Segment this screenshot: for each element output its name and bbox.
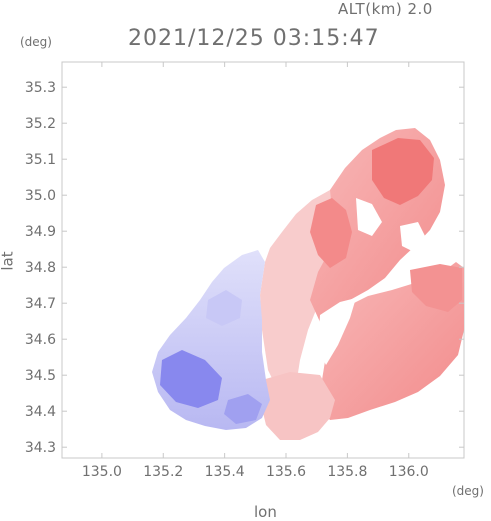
y-tick-label: 34.8 <box>25 260 56 276</box>
away-region-south <box>260 372 335 440</box>
y-tick-label: 34.6 <box>25 332 56 348</box>
timestamp-title: 2021/12/25 03:15:47 <box>128 26 380 51</box>
y-tick-label: 34.7 <box>25 296 56 312</box>
y-axis-ticks: 34.3 34.4 34.5 34.6 34.7 34.8 34.9 35.0 35.1 35.2… <box>25 80 464 456</box>
no-data-gap-2 <box>356 198 382 236</box>
x-tick-label: 136.0 <box>389 464 429 480</box>
x-tick-label: 135.0 <box>82 464 122 480</box>
no-data-gap-1 <box>318 298 356 365</box>
x-tick-label: 135.4 <box>205 464 245 480</box>
y-tick-label: 34.4 <box>25 404 56 420</box>
y-tick-label: 34.5 <box>25 368 56 384</box>
no-data-gap-3 <box>400 222 426 252</box>
y-tick-label: 35.3 <box>25 80 56 96</box>
x-tick-label: 135.6 <box>266 464 306 480</box>
y-tick-label: 34.3 <box>25 440 56 456</box>
y-tick-label: 35.2 <box>25 116 56 132</box>
x-axis-ticks: 135.0 135.2 135.4 135.6 135.8 136.0 <box>82 62 429 480</box>
strong-toward-cell-1 <box>160 350 222 408</box>
toward-cell-3 <box>224 394 262 424</box>
y-tick-label: 34.9 <box>25 224 56 240</box>
toward-cell-2 <box>206 290 242 326</box>
x-tick-label: 135.8 <box>327 464 367 480</box>
velocity-field <box>152 128 464 440</box>
lon-unit-label: (deg) <box>452 484 484 498</box>
y-tick-label: 35.0 <box>25 188 56 204</box>
strong-away-cell-2 <box>310 198 352 268</box>
x-axis-label: lon <box>254 503 277 521</box>
y-tick-label: 35.1 <box>25 152 56 168</box>
lat-unit-label: (deg) <box>20 35 52 49</box>
x-tick-label: 135.2 <box>143 464 183 480</box>
strong-away-cell-1 <box>372 138 434 205</box>
strong-away-cell-3 <box>410 264 462 312</box>
altitude-label: ALT(km) 2.0 <box>338 0 433 18</box>
